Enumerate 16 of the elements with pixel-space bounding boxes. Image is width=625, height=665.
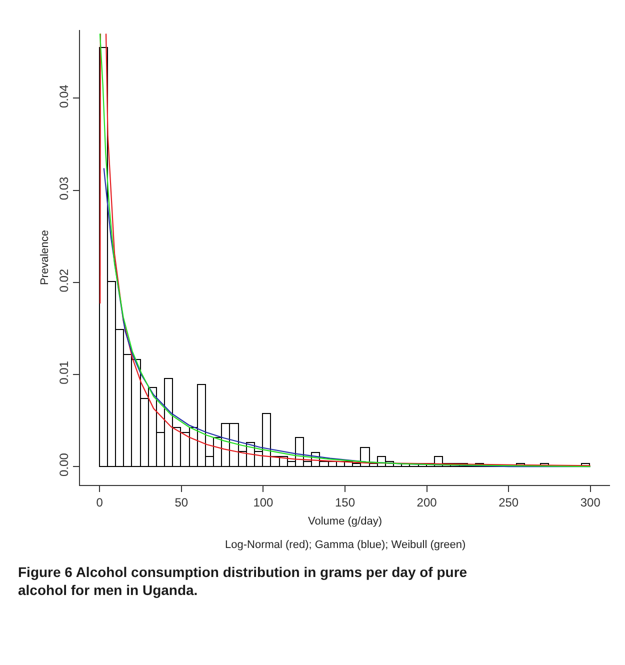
y-axis-title: Prevalence: [38, 230, 51, 286]
y-tick-label: 0.02: [57, 268, 72, 292]
x-tick-label: 250: [498, 495, 519, 510]
x-tick-label: 150: [334, 495, 356, 510]
y-tick-label: 0.04: [57, 84, 72, 108]
x-tick-label: 300: [580, 495, 601, 510]
y-tick-label: 0.01: [57, 360, 72, 384]
y-tick-label: 0.00: [57, 452, 72, 476]
x-tick-label: 100: [253, 495, 274, 510]
text: Log-Normal (red); Gamma (blue); Weibull (green): [225, 539, 466, 551]
caption: Figure 6 Alcohol consumption distribution in grams per day of pure alcohol for men in Uganda.: [18, 564, 468, 598]
x-tick-label: 200: [416, 495, 438, 510]
x-tick-label: 0: [96, 495, 104, 510]
x-axis-title: Volume (g/day): [308, 516, 382, 528]
x-tick-label: 50: [174, 495, 188, 510]
y-tick-label: 0.03: [57, 176, 72, 200]
